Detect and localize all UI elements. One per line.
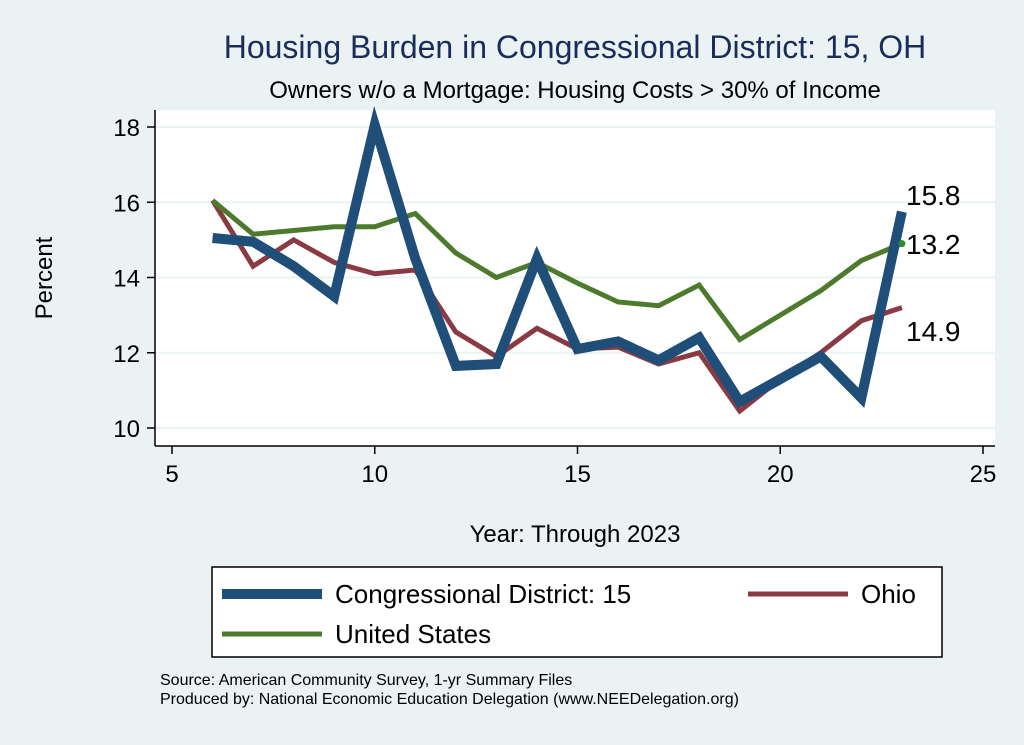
series-line-2 [210,198,903,343]
y-tick-label: 10 [113,416,140,443]
chart-title: Housing Burden in Congressional District… [224,29,927,65]
y-axis-ticks: 10 12 14 16 18 [113,115,155,443]
y-tick-label: 14 [113,266,140,293]
y-tick-label: 12 [113,341,140,368]
legend-label-2: United States [335,619,491,649]
x-tick-label: 25 [970,461,997,488]
end-label-0: 15.8 [906,180,961,211]
legend-label-1: Ohio [861,579,916,609]
y-tick-label: 16 [113,190,140,217]
end-labels: 15.8 13.2 14.9 [906,180,961,347]
legend: Congressional District: 15 Ohio United Sta… [222,579,916,649]
x-tick-label: 20 [767,461,794,488]
source-line-0: Source: American Community Survey, 1-yr … [160,672,572,689]
legend-box [211,566,943,658]
y-tick-label: 18 [113,115,140,142]
source-line-1: Produced by: National Economic Education… [160,691,739,708]
x-axis-title: Year: Through 2023 [470,521,681,548]
x-tick-label: 15 [564,461,591,488]
chart-subtitle: Owners w/o a Mortgage: Housing Costs > 3… [269,77,881,104]
end-point-marker [898,240,906,248]
x-axis-ticks: 5 10 15 20 25 [165,446,996,488]
x-tick-label: 10 [361,461,388,488]
end-label-2: 14.9 [906,316,961,347]
end-label-1: 13.2 [906,229,961,260]
y-axis-title: Percent [31,236,58,319]
series-lines [210,105,907,415]
series-line-0 [212,105,907,409]
legend-label-0: Congressional District: 15 [335,579,631,609]
source-notes: Source: American Community Survey, 1-yr … [160,672,739,708]
x-tick-label: 5 [165,461,178,488]
